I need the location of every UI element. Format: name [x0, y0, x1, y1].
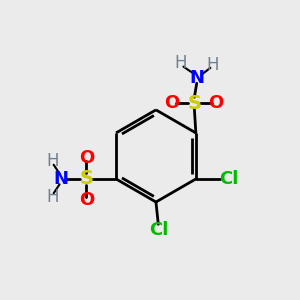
Text: O: O — [164, 94, 180, 112]
Text: Cl: Cl — [149, 221, 169, 239]
Text: S: S — [188, 94, 201, 113]
Text: H: H — [46, 188, 58, 206]
Text: S: S — [79, 169, 93, 188]
Text: O: O — [79, 191, 94, 209]
Text: Cl: Cl — [219, 170, 238, 188]
Text: N: N — [54, 170, 69, 188]
Text: O: O — [79, 148, 94, 166]
Text: H: H — [206, 56, 219, 74]
Text: N: N — [190, 69, 205, 87]
Text: O: O — [208, 94, 224, 112]
Text: H: H — [175, 54, 187, 72]
Text: H: H — [46, 152, 58, 170]
